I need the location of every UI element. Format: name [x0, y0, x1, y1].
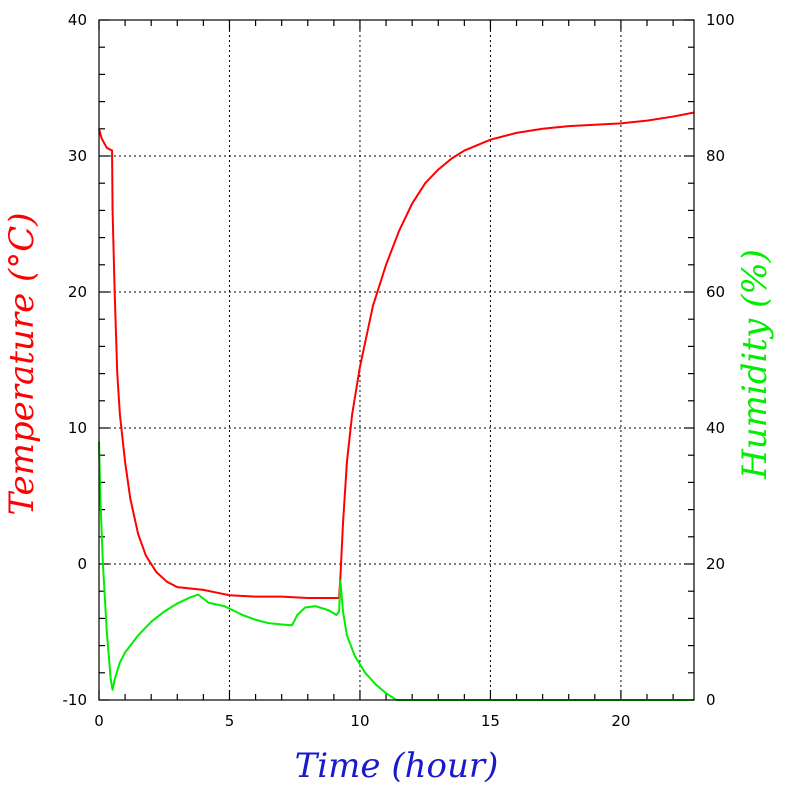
y-right-tick-label: 0 [706, 691, 716, 709]
x-tick-label: 10 [350, 712, 369, 730]
y-left-tick-label: 40 [68, 11, 87, 29]
x-tick-label: 15 [481, 712, 500, 730]
y-right-tick-label: 100 [706, 11, 735, 29]
y-right-tick-label: 40 [706, 419, 725, 437]
y-left-tick-label: 30 [68, 147, 87, 165]
temperature-line [98, 111, 695, 599]
tick-labels: 0 5 10 15 20 -10 0 10 20 30 40 0 20 40 60 80 100 [63, 11, 735, 730]
y-right-tick-label: 80 [706, 147, 725, 165]
y-left-tick-label: -10 [63, 691, 88, 709]
x-tick-label: 0 [94, 712, 104, 730]
plot-frame [98, 19, 695, 701]
y-left-tick-label: 0 [77, 555, 87, 573]
series-layer [98, 111, 695, 701]
x-axis-title: Time (hour) [295, 746, 499, 786]
y-left-tick-label: 20 [68, 283, 87, 301]
humidity-line [98, 441, 694, 701]
y-right-tick-label: 20 [706, 555, 725, 573]
y-axis-left-title: Temperature (°C) [2, 212, 42, 515]
y-right-tick-label: 60 [706, 283, 725, 301]
y-axis-right-title: Humidity (%) [735, 249, 775, 480]
x-tick-label: 20 [611, 712, 630, 730]
y-left-tick-label: 10 [68, 419, 87, 437]
grid [99, 20, 694, 700]
x-tick-label: 5 [225, 712, 235, 730]
